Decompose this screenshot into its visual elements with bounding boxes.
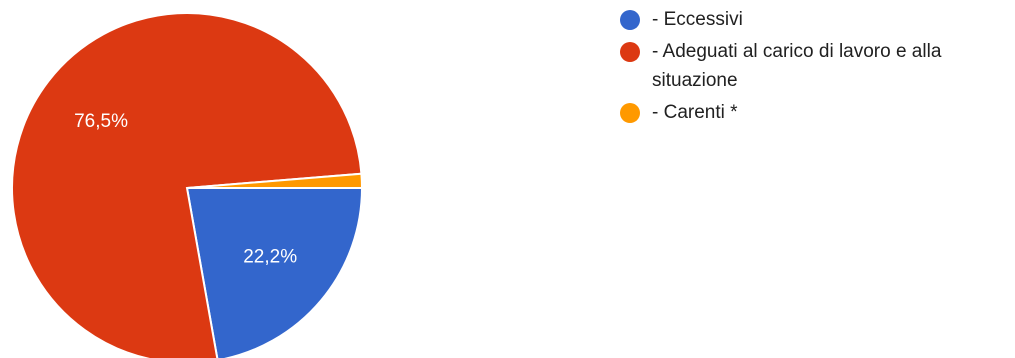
legend-item-carenti[interactable]: - Carenti * [620,101,1010,127]
pie-slice-label-0: 22,2% [243,247,297,268]
legend-label: - Eccessivi [652,9,743,30]
pie-slice-2[interactable] [186,172,364,189]
legend: - Eccessivi - Adeguati al carico di lavo… [620,8,1010,133]
legend-item-eccessivi[interactable]: - Eccessivi [620,8,1010,34]
pie-slice-1[interactable] [11,12,363,358]
pie-slice-0[interactable] [185,187,364,358]
legend-swatch-red-icon [620,42,640,62]
legend-item-adeguati[interactable]: - Adeguati al carico di lavoro e alla si… [620,40,1010,95]
legend-label: - Carenti * [652,102,738,123]
legend-label: - Adeguati al carico di lavoro e alla si… [652,41,942,91]
legend-swatch-orange-icon [620,103,640,123]
pie-slice-label-1: 76,5% [74,111,128,132]
legend-swatch-blue-icon [620,10,640,30]
